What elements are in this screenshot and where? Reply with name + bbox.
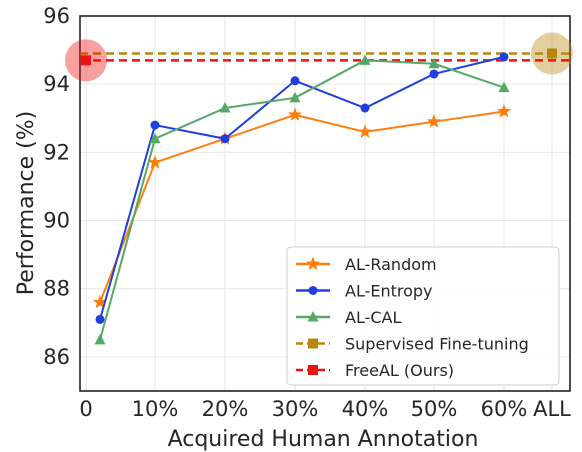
legend-item-al-random: AL-Random (296, 255, 437, 274)
al-cal-point (359, 54, 371, 65)
legend: AL-Random AL-Entropy AL-CAL Supervised Fine… (286, 246, 560, 386)
al-entropy-point (360, 103, 370, 113)
y-tick-label: 96 (43, 4, 70, 28)
al-random-point (357, 124, 373, 138)
x-tick-label: 20% (202, 397, 249, 421)
legend-swatch-marker (307, 311, 319, 322)
x-tick-label: 10% (132, 397, 179, 421)
al-entropy-point (499, 52, 509, 62)
al-cal-point (94, 333, 106, 345)
al-entropy-point (429, 69, 439, 79)
al-random-point (92, 294, 108, 309)
reference-lines (65, 32, 573, 82)
al-random-point (287, 107, 303, 121)
y-tick-label: 92 (43, 140, 70, 164)
x-tick-label: 60% (481, 397, 528, 421)
freeal-ours-marker (81, 55, 91, 66)
x-tick-label: ALL (533, 397, 571, 421)
y-axis-title: Performance (%) (14, 111, 39, 295)
y-tick-labels: 86 88 90 92 94 96 (43, 4, 70, 369)
y-tick-label: 88 (43, 277, 70, 301)
legend-swatch-marker (308, 365, 318, 375)
legend-swatch-marker (305, 256, 321, 271)
supervised-fine-tuning-marker (547, 48, 557, 59)
series-al-cal (94, 54, 510, 345)
al-cal-point (428, 57, 440, 69)
al-cal-point (149, 132, 161, 144)
al-cal-point (289, 91, 301, 103)
x-tick-label: 30% (272, 397, 319, 421)
legend-item-freeal-ours: FreeAL (Ours) (296, 361, 454, 380)
x-tick-label: 50% (411, 397, 458, 421)
al-entropy-point (220, 134, 230, 144)
y-tick-label: 94 (43, 72, 70, 96)
al-entropy-point (150, 120, 160, 130)
legend-box (286, 246, 560, 386)
legend-label: Supervised Fine-tuning (345, 335, 529, 354)
y-tick-label: 86 (43, 345, 70, 369)
x-tick-label: 0 (79, 397, 92, 421)
legend-item-al-entropy: AL-Entropy (296, 282, 433, 301)
legend-label: AL-Random (345, 255, 437, 274)
al-entropy-point (95, 314, 105, 324)
x-tick-label: 40% (342, 397, 389, 421)
al-random-point (496, 103, 512, 118)
series-al-entropy (95, 52, 509, 324)
legend-item-supervised-fine-tuning: Supervised Fine-tuning (296, 335, 529, 354)
al-cal-point (219, 102, 231, 113)
legend-swatch-marker (308, 338, 318, 349)
x-axis-title: Acquired Human Annotation (168, 427, 479, 452)
series (92, 52, 512, 345)
al-entropy-point (290, 76, 300, 86)
plot-area-frame (79, 15, 571, 392)
al-random-point (147, 155, 163, 169)
y-tick-label: 90 (43, 209, 70, 233)
al-cal-point (498, 81, 510, 93)
legend-label: FreeAL (Ours) (345, 361, 454, 380)
legend-label: AL-CAL (345, 308, 401, 327)
legend-item-al-cal: AL-CAL (296, 308, 401, 327)
legend-swatch-marker (308, 286, 318, 295)
legend-label: AL-Entropy (345, 282, 433, 301)
x-tick-labels: 0 10% 20% 30% 40% 50% 60% ALL (79, 397, 571, 421)
al-random-point (426, 114, 442, 128)
